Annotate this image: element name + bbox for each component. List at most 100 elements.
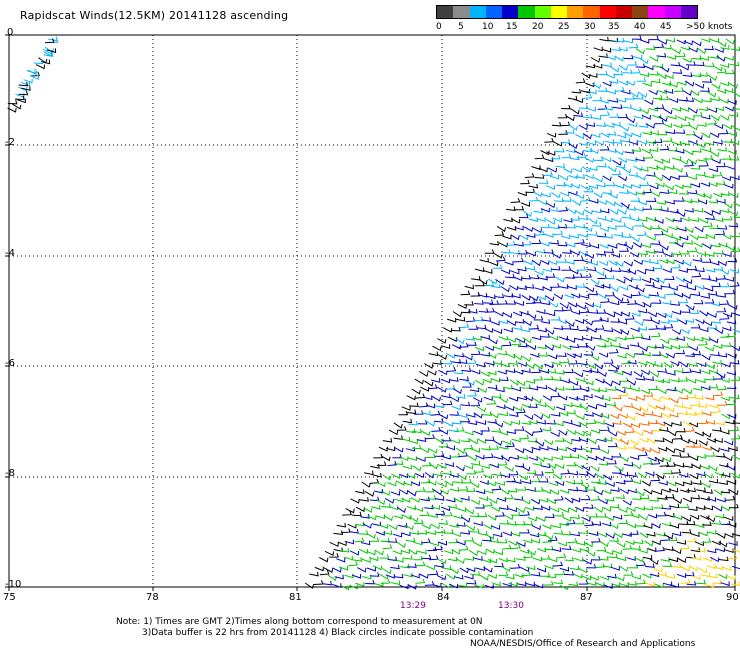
wind-barb [474,379,485,386]
wind-barb [667,536,678,542]
wind-barb [492,439,503,446]
wind-barb [610,566,620,571]
note-line-1: Note: 1) Times are GMT 2)Times along bot… [116,617,483,627]
wind-barb [547,354,558,360]
wind-barb [587,455,598,461]
wind-barb [640,369,650,376]
wind-barb [642,205,653,210]
wind-barb [508,540,518,546]
wind-barb [612,218,622,223]
wind-barb [540,300,551,306]
wind-barb [621,214,632,219]
wind-barb [553,325,564,331]
wind-barb [618,413,628,419]
wind-barb [596,402,607,408]
note-line-3: NOAA/NESDIS/Office of Research and Appli… [470,639,696,649]
wind-barb [665,574,676,579]
wind-barb [716,372,726,379]
wind-barb [35,64,46,70]
wind-barb [421,554,432,560]
wind-barb [722,566,732,572]
wind-barb [713,139,723,145]
wind-barb [604,515,615,521]
wind-barb [700,496,710,501]
wind-barb [690,291,701,297]
wind-barb [546,218,556,225]
wind-barb [339,548,350,553]
wind-barb [551,376,562,381]
wind-barb [579,294,590,299]
wind-barb [551,360,561,366]
wind-barb [363,507,373,513]
wind-barb [480,427,491,432]
wind-barb [574,463,585,470]
wind-barb [621,359,631,365]
wind-barb [629,216,640,222]
wind-barb [681,516,692,522]
wind-barb [417,529,428,535]
wind-barb [668,225,678,231]
wind-barb [694,431,704,437]
wind-barb [600,575,610,581]
wind-barb [688,565,698,572]
wind-barb [727,100,737,105]
colorbar-swatch [599,6,616,18]
wind-barb [539,445,549,451]
wind-barb [709,54,720,59]
wind-barb [461,367,472,372]
wind-barb [690,183,701,188]
wind-barb [462,383,472,388]
wind-barb [430,378,441,383]
wind-barb [718,242,728,248]
wind-barb [532,397,542,404]
wind-barb [685,116,695,121]
wind-barb [654,344,665,349]
wind-barb [533,413,543,420]
wind-barb [724,106,734,112]
wind-barb [721,342,732,347]
wind-barb [698,531,708,537]
wind-barb [419,573,429,579]
wind-barb [393,460,404,465]
wind-barb [649,259,659,265]
wind-barb [373,488,384,494]
wind-barb [508,470,519,476]
wind-barb [704,582,714,588]
wind-barb [488,498,498,504]
wind-barb [610,487,620,492]
wind-barb [589,575,599,581]
wind-barb [43,52,54,58]
wind-barb [431,395,441,402]
wind-barb [717,352,728,358]
wind-barb [728,112,739,117]
wind-barb [544,363,554,369]
wind-barb [604,550,614,556]
wind-barb [623,243,634,250]
wind-barb [696,547,706,553]
wind-barb [470,350,481,355]
colorbar-swatch [518,6,535,18]
wind-barb [642,225,652,231]
wind-barb [614,261,624,268]
wind-barb [641,278,651,284]
wind-barb [662,562,673,568]
wind-barb [606,148,617,154]
wind-barb [505,368,516,374]
wind-barb [656,511,667,517]
colorbar-label: 25 [558,22,570,32]
wind-barb [598,461,609,466]
wind-barb [670,361,680,367]
wind-barb [673,167,683,173]
wind-barb [551,121,562,127]
wind-barb [653,567,663,573]
wind-barb [521,274,531,280]
wind-barb [597,162,607,168]
wind-barb [704,62,715,67]
wind-barb [563,419,573,425]
wind-barb [30,71,41,77]
wind-barb [642,301,652,308]
wind-barb [714,106,724,112]
wind-barb [609,537,620,542]
wind-barb [607,225,617,230]
wind-barb [575,396,585,401]
